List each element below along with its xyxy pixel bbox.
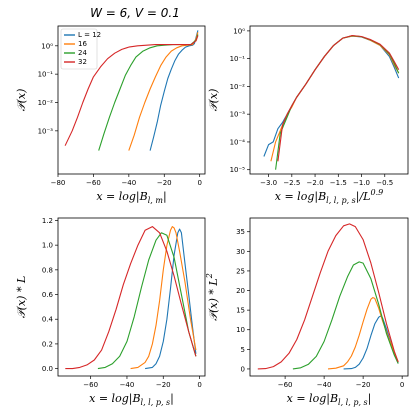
y-tick-label-bottom-left-5: 1.0 (42, 242, 53, 250)
panel-top-right: −3.0 −2.5 −2.0 −1.5 −1.0 −0.5 10⁻⁵ 10⁻⁴ 10⁻³ 10⁻²… (207, 25, 409, 205)
y-axis-label-bottom-left: 𝒫(x) * L (15, 276, 28, 319)
series-line-bottom-right-0 (343, 315, 399, 370)
x-axis-label-bottom-right: x = log|Bl, l, p, s| (287, 392, 372, 407)
y-tick-label-bottom-left-4: 0.8 (42, 266, 53, 274)
x-tick-label-top-right-2: −2.0 (307, 179, 324, 187)
x-tick-label-bottom-left-2: −20 (156, 381, 171, 389)
x-tick-label-bottom-left-1: −40 (120, 381, 135, 389)
series-line-top-left-1 (128, 32, 199, 151)
y-tick-label-bottom-right-3: 15 (236, 307, 245, 315)
y-tick-label-bottom-right-6: 30 (236, 248, 245, 256)
x-tick-label-bottom-right-0: −60 (278, 381, 293, 389)
x-tick-label-top-left-4: 0 (197, 179, 201, 187)
legend-label-3: 32 (78, 58, 87, 66)
x-tick-label-bottom-right-1: −40 (317, 381, 332, 389)
y-tick-label-bottom-right-2: 10 (236, 326, 245, 334)
y-tick-label-top-right-0: 10⁻⁵ (230, 166, 246, 174)
figure-title: W = 6, V = 0.1 (90, 6, 180, 20)
x-tick-label-top-right-4: −1.0 (353, 179, 370, 187)
x-tick-label-bottom-right-3: 0 (400, 381, 404, 389)
plot-frame-bottom-left (57, 217, 206, 377)
x-tick-label-top-left-3: −20 (157, 179, 172, 187)
legend-label-1: 16 (78, 40, 87, 48)
series-line-top-right-0 (263, 35, 400, 157)
series-line-bottom-left-2 (97, 232, 197, 370)
series-line-bottom-right-2 (292, 261, 399, 370)
y-tick-label-bottom-right-4: 20 (236, 287, 245, 295)
x-axis-label-top-left: x = log|Bl, m| (96, 190, 166, 205)
y-tick-label-top-right-1: 10⁻⁴ (230, 138, 246, 146)
y-tick-label-bottom-left-1: 0.2 (42, 340, 53, 348)
y-tick-label-top-right-3: 10⁻² (230, 83, 246, 91)
y-axis-label-bottom-right: 𝒫(x) * L2 (205, 273, 220, 321)
y-tick-label-bottom-left-2: 0.4 (42, 316, 54, 324)
panel-top-left: −80 −60 −40 −20 0 10⁻³ 10⁻² 10⁻¹ 10⁰ x = log|Bl, … (15, 25, 206, 205)
series-line-bottom-left-0 (145, 228, 197, 370)
y-tick-label-top-left-2: 10⁻¹ (38, 71, 54, 79)
y-tick-label-bottom-left-3: 0.6 (42, 291, 54, 299)
series-line-top-left-3 (64, 35, 199, 146)
x-tick-label-bottom-left-3: 0 (197, 381, 201, 389)
x-axis-label-bottom-left: x = log|Bl, l, p, s| (89, 392, 174, 407)
y-tick-label-top-left-1: 10⁻² (38, 99, 54, 107)
x-tick-label-bottom-right-2: −20 (356, 381, 371, 389)
x-tick-label-top-right-1: −2.5 (283, 179, 300, 187)
y-tick-label-bottom-right-5: 25 (236, 267, 245, 275)
y-tick-label-top-left-3: 10⁰ (41, 42, 53, 50)
y-tick-label-bottom-right-0: 0 (241, 365, 245, 373)
legend-label-2: 24 (78, 49, 87, 57)
x-axis-label-top-right: x = log|Bl, l, p, s|/L0.9 (275, 188, 383, 205)
x-tick-label-top-right-5: −0.5 (376, 179, 393, 187)
x-tick-label-top-left-0: −80 (51, 179, 66, 187)
panel-bottom-right: −60 −40 −20 0 0 5 10 15 20 25 30 35 x = log|Bl, l, p… (205, 217, 409, 407)
y-tick-label-bottom-left-0: 0.0 (42, 365, 53, 373)
y-axis-label-top-right: 𝒫(x) (207, 89, 220, 112)
x-tick-label-top-right-0: −3.0 (260, 179, 277, 187)
x-tick-label-bottom-left-0: −60 (83, 381, 98, 389)
series-line-bottom-right-3 (257, 223, 399, 370)
x-tick-label-top-left-1: −60 (86, 179, 101, 187)
legend-label-0: L = 12 (78, 31, 101, 39)
y-tick-label-bottom-right-1: 5 (241, 346, 245, 354)
y-tick-label-top-left-0: 10⁻³ (38, 127, 54, 135)
y-tick-label-bottom-right-7: 35 (236, 228, 245, 236)
x-tick-label-top-left-2: −40 (121, 179, 136, 187)
plot-frame-bottom-right (249, 217, 409, 377)
series-line-bottom-left-1 (130, 226, 197, 370)
y-tick-label-bottom-left-6: 1.2 (42, 217, 53, 225)
series-line-top-right-1 (270, 35, 400, 162)
plot-frame-top-right (249, 25, 409, 175)
series-line-top-right-3 (277, 34, 400, 162)
y-tick-label-top-right-2: 10⁻³ (230, 111, 246, 119)
y-tick-label-top-right-5: 10⁰ (233, 27, 245, 35)
y-axis-label-top-left: 𝒫(x) (15, 89, 28, 112)
y-tick-label-top-right-4: 10⁻¹ (230, 55, 246, 63)
panel-bottom-left: −60 −40 −20 0 0.0 0.2 0.4 0.6 0.8 1.0 1.2 x = log|B… (15, 217, 206, 407)
series-line-top-left-0 (149, 30, 199, 151)
plot-frame-top-left (57, 25, 206, 175)
x-tick-label-top-right-3: −1.5 (330, 179, 347, 187)
series-line-bottom-left-3 (65, 226, 197, 370)
